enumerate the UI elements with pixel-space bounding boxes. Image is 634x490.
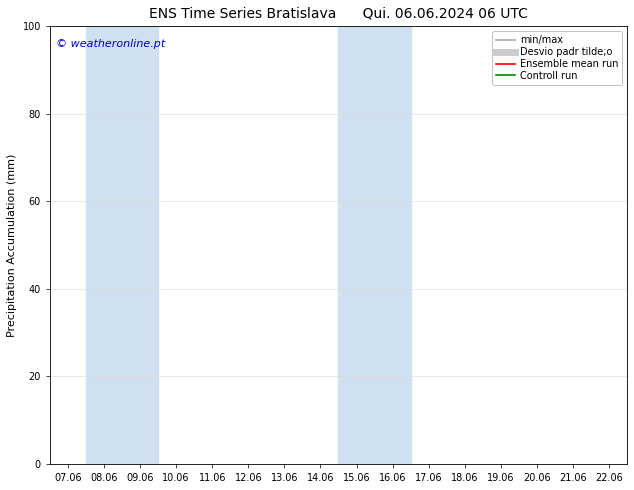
Text: © weatheronline.pt: © weatheronline.pt [56, 39, 165, 49]
Bar [627, 26, 634, 464]
Y-axis label: Precipitation Accumulation (mm): Precipitation Accumulation (mm) [7, 153, 17, 337]
Bar [86, 26, 158, 464]
Legend: min/max, Desvio padr tilde;o, Ensemble mean run, Controll run: min/max, Desvio padr tilde;o, Ensemble m… [491, 31, 622, 85]
Bar [339, 26, 411, 464]
Title: ENS Time Series Bratislava      Qui. 06.06.2024 06 UTC: ENS Time Series Bratislava Qui. 06.06.20… [149, 7, 528, 21]
